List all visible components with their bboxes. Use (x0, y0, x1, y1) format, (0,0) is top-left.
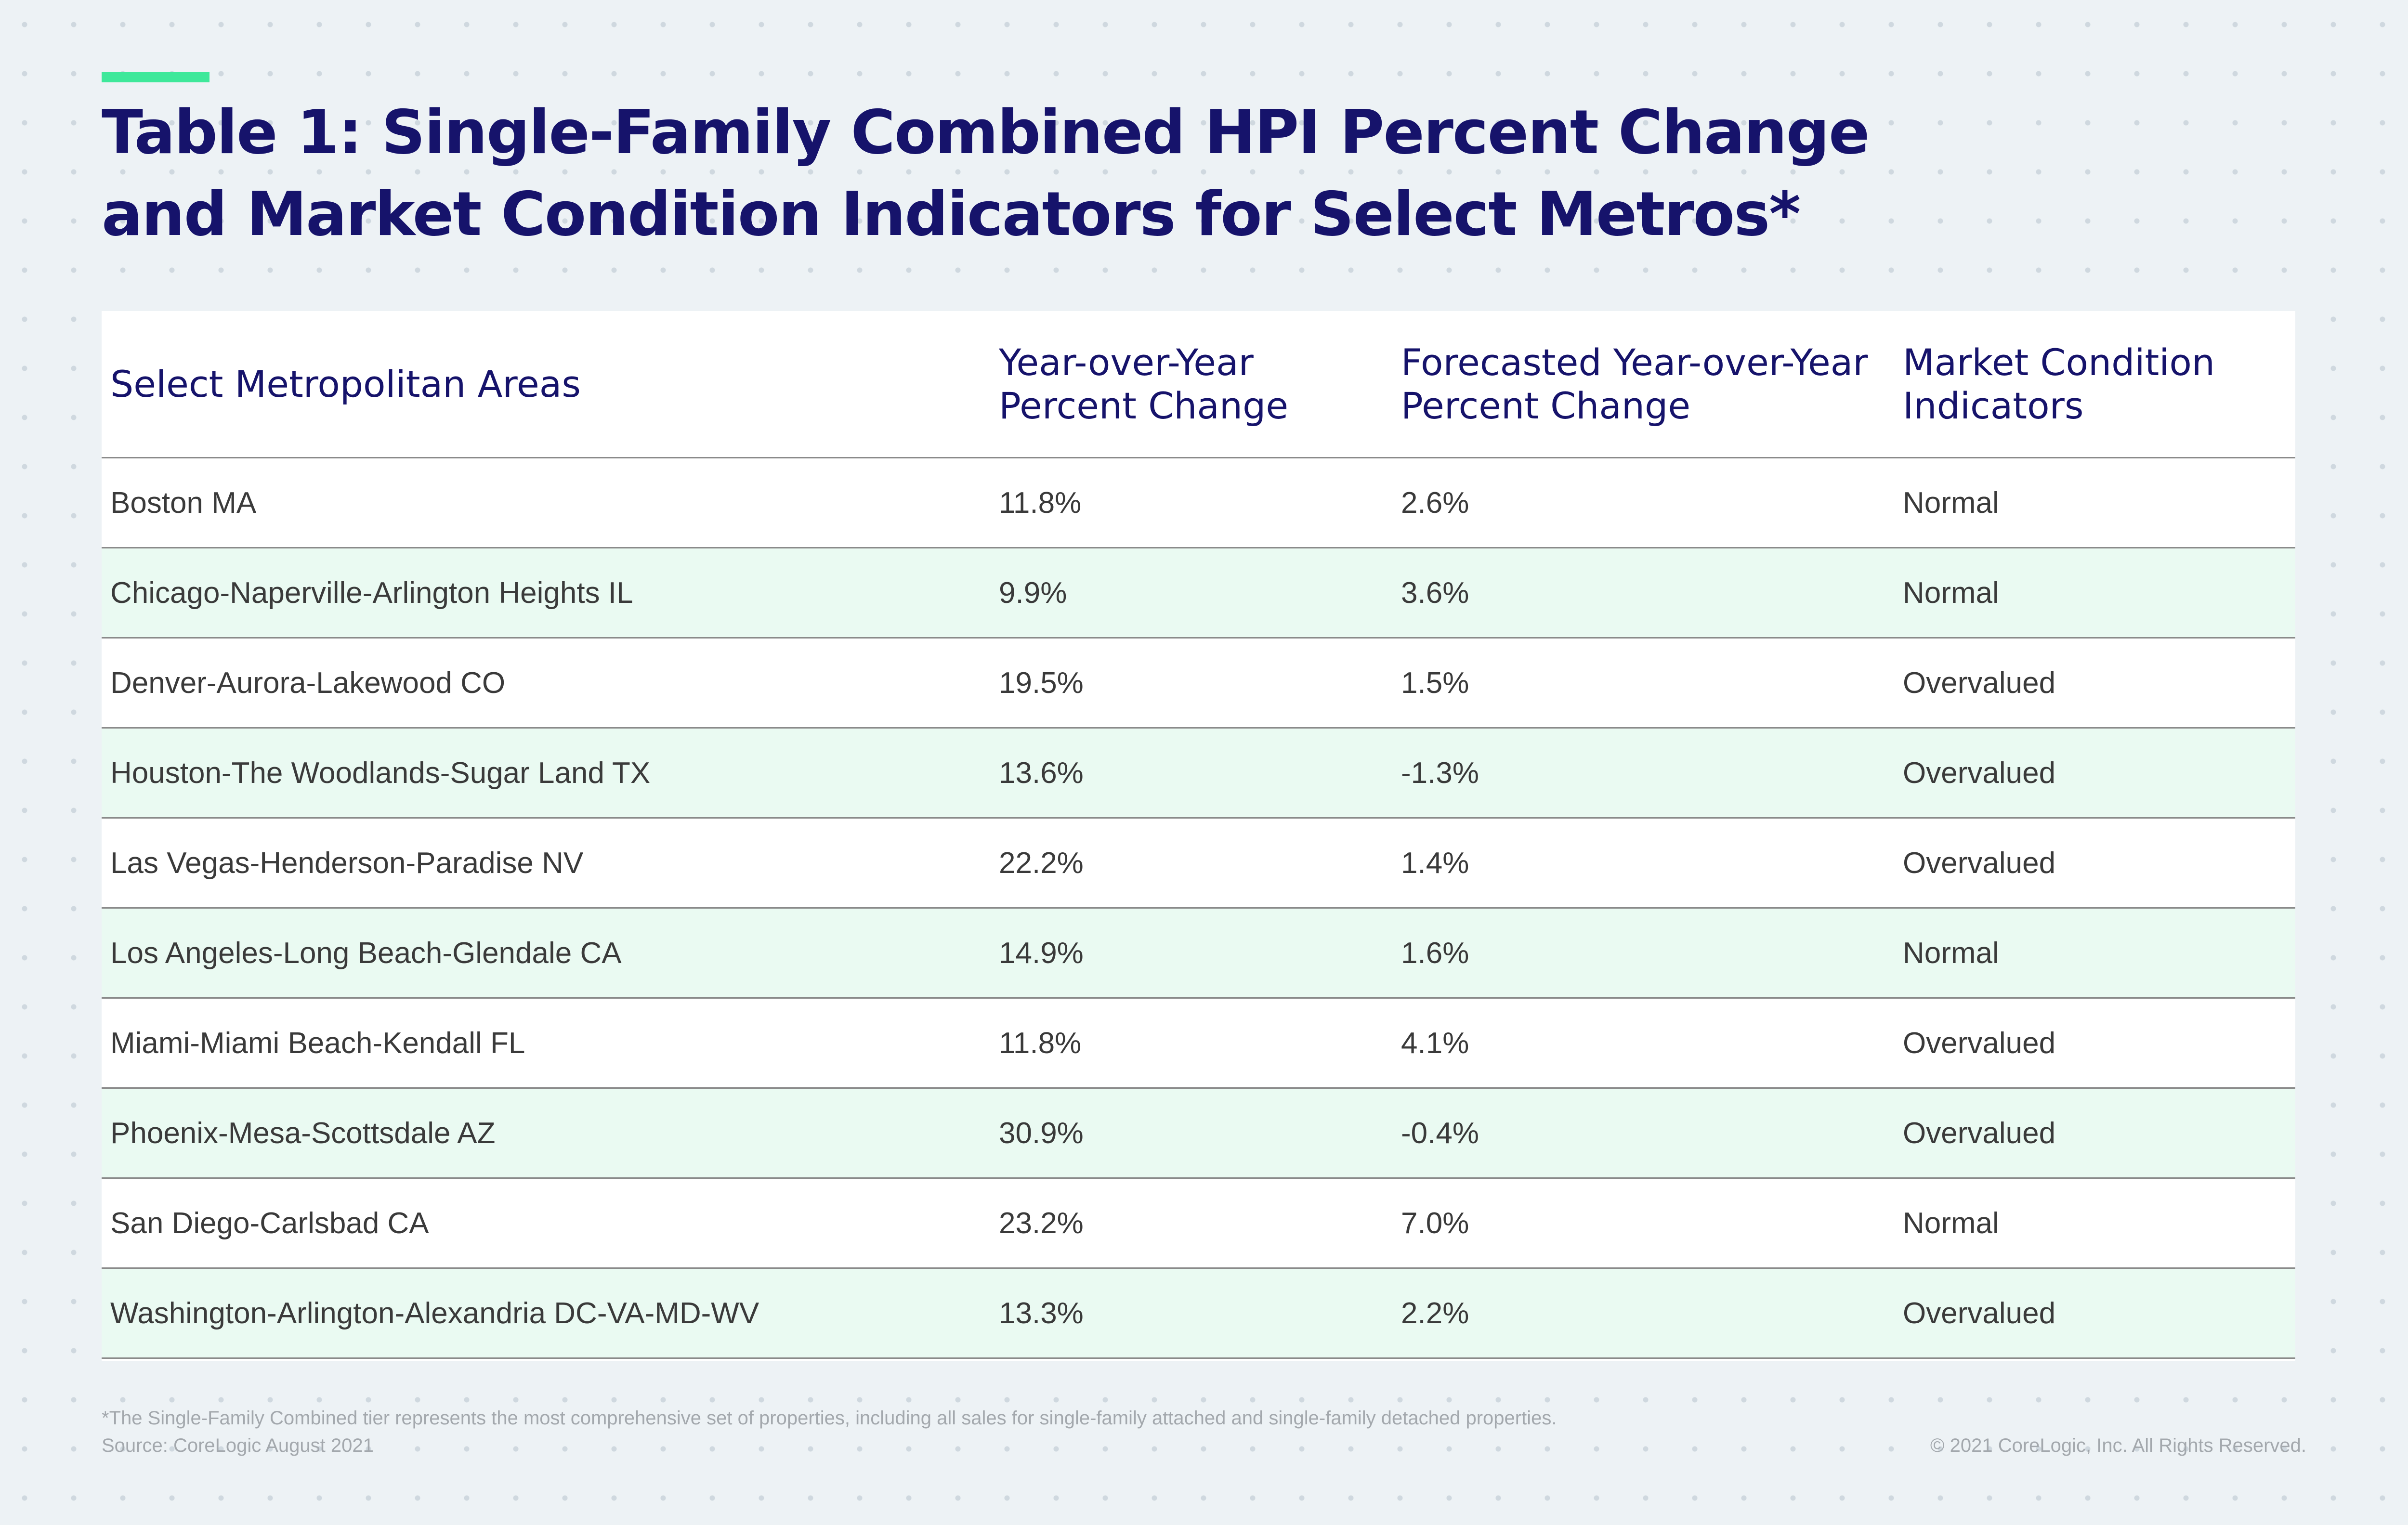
cell-metro: Washington-Arlington-Alexandria DC-VA-MD… (102, 1268, 990, 1359)
table-header-row: Select Metropolitan Areas Year-over-Year… (102, 311, 2295, 458)
cell-yoy: 30.9% (990, 1088, 1392, 1179)
cell-metro: Los Angeles-Long Beach-Glendale CA (102, 908, 990, 999)
cell-forecast: -1.3% (1392, 728, 1894, 819)
header-market-condition: Market Condition Indicators (1894, 311, 2295, 458)
table-row: Las Vegas-Henderson-Paradise NV 22.2% 1.… (102, 818, 2295, 909)
table-body: Boston MA 11.8% 2.6% Normal Chicago-Nape… (102, 457, 2295, 1359)
cell-condition: Normal (1894, 908, 2295, 999)
table-row: Phoenix-Mesa-Scottsdale AZ 30.9% -0.4% O… (102, 1088, 2295, 1179)
cell-condition: Overvalued (1894, 998, 2295, 1089)
cell-forecast: 1.6% (1392, 908, 1894, 999)
header-forecast-yoy-change: Forecasted Year-over-Year Percent Change (1392, 311, 1894, 458)
title-accent-bar (102, 72, 209, 82)
table-row: Washington-Arlington-Alexandria DC-VA-MD… (102, 1268, 2295, 1359)
cell-metro: Boston MA (102, 457, 990, 548)
cell-yoy: 22.2% (990, 818, 1392, 909)
cell-forecast: 4.1% (1392, 998, 1894, 1089)
hpi-table: Select Metropolitan Areas Year-over-Year… (102, 311, 2295, 1359)
copyright-text: © 2021 CoreLogic, Inc. All Rights Reserv… (1930, 1435, 2306, 1456)
cell-forecast: 2.6% (1392, 457, 1894, 548)
table-panel: Select Metropolitan Areas Year-over-Year… (102, 311, 2295, 1361)
header-metro-areas: Select Metropolitan Areas (102, 311, 990, 458)
cell-metro: Houston-The Woodlands-Sugar Land TX (102, 728, 990, 819)
cell-forecast: 1.5% (1392, 638, 1894, 729)
table-row: Denver-Aurora-Lakewood CO 19.5% 1.5% Ove… (102, 638, 2295, 729)
cell-forecast: 7.0% (1392, 1178, 1894, 1269)
cell-condition: Normal (1894, 1178, 2295, 1269)
cell-metro: Denver-Aurora-Lakewood CO (102, 638, 990, 729)
table-row: Miami-Miami Beach-Kendall FL 11.8% 4.1% … (102, 998, 2295, 1089)
cell-metro: Las Vegas-Henderson-Paradise NV (102, 818, 990, 909)
cell-yoy: 9.9% (990, 547, 1392, 639)
table-row: Houston-The Woodlands-Sugar Land TX 13.6… (102, 728, 2295, 819)
cell-metro: Chicago-Naperville-Arlington Heights IL (102, 547, 990, 639)
cell-condition: Normal (1894, 457, 2295, 548)
cell-condition: Overvalued (1894, 1088, 2295, 1179)
cell-condition: Overvalued (1894, 728, 2295, 819)
table-row: San Diego-Carlsbad CA 23.2% 7.0% Normal (102, 1178, 2295, 1269)
cell-yoy: 11.8% (990, 457, 1392, 548)
cell-yoy: 23.2% (990, 1178, 1392, 1269)
cell-forecast: 2.2% (1392, 1268, 1894, 1359)
cell-yoy: 13.3% (990, 1268, 1392, 1359)
cell-yoy: 14.9% (990, 908, 1392, 999)
cell-yoy: 13.6% (990, 728, 1392, 819)
cell-condition: Overvalued (1894, 638, 2295, 729)
source-text: Source: CoreLogic August 2021 (102, 1435, 374, 1456)
footnote-block: *The Single-Family Combined tier represe… (102, 1405, 1557, 1460)
table-row: Chicago-Naperville-Arlington Heights IL … (102, 547, 2295, 639)
table-row: Boston MA 11.8% 2.6% Normal (102, 457, 2295, 548)
cell-condition: Overvalued (1894, 818, 2295, 909)
cell-yoy: 11.8% (990, 998, 1392, 1089)
cell-yoy: 19.5% (990, 638, 1392, 729)
table-row: Los Angeles-Long Beach-Glendale CA 14.9%… (102, 908, 2295, 999)
cell-forecast: 1.4% (1392, 818, 1894, 909)
cell-forecast: 3.6% (1392, 547, 1894, 639)
cell-metro: San Diego-Carlsbad CA (102, 1178, 990, 1269)
footnote-text: *The Single-Family Combined tier represe… (102, 1408, 1557, 1429)
cell-forecast: -0.4% (1392, 1088, 1894, 1179)
cell-metro: Phoenix-Mesa-Scottsdale AZ (102, 1088, 990, 1179)
cell-metro: Miami-Miami Beach-Kendall FL (102, 998, 990, 1089)
header-yoy-change: Year-over-Year Percent Change (990, 311, 1392, 458)
cell-condition: Overvalued (1894, 1268, 2295, 1359)
cell-condition: Normal (1894, 547, 2295, 639)
page-title: Table 1: Single-Family Combined HPI Perc… (102, 97, 1870, 249)
